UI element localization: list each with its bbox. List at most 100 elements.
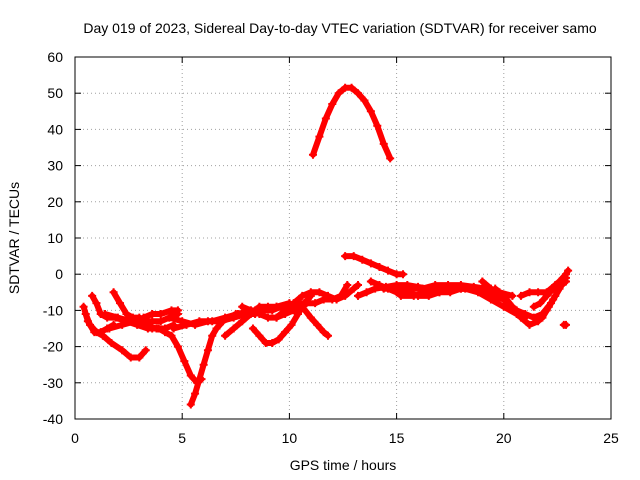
- data-point: [461, 284, 470, 293]
- x-tick-label: 10: [282, 430, 298, 446]
- x-tick-label: 15: [389, 430, 405, 446]
- data-point: [302, 299, 311, 308]
- data-point: [323, 291, 332, 300]
- data-point: [148, 310, 157, 319]
- data-point: [186, 400, 195, 409]
- y-tick-label: -30: [43, 375, 63, 391]
- data-point: [139, 313, 148, 322]
- data-point: [195, 317, 204, 326]
- data-point: [525, 320, 534, 329]
- grid-lines: [75, 57, 611, 419]
- data-point: [186, 371, 195, 380]
- data-point: [399, 270, 408, 279]
- data-point: [373, 121, 382, 130]
- data-point: [255, 331, 264, 340]
- data-point: [448, 284, 457, 293]
- data-point: [306, 313, 315, 322]
- data-point: [169, 324, 178, 333]
- data-point: [529, 302, 538, 311]
- data-point: [379, 139, 388, 148]
- data-point: [375, 262, 384, 271]
- data-point: [263, 313, 272, 322]
- data-point: [156, 310, 165, 319]
- data-point: [274, 335, 283, 344]
- y-tick-label: -10: [43, 302, 63, 318]
- data-point: [141, 346, 150, 355]
- data-point: [242, 310, 251, 319]
- data-point: [315, 288, 324, 297]
- y-tick-label: 0: [55, 266, 63, 282]
- data-point: [435, 288, 444, 297]
- data-point: [516, 291, 525, 300]
- data-point: [409, 291, 418, 300]
- data-point: [360, 96, 369, 105]
- data-point: [180, 357, 189, 366]
- data-point: [343, 281, 352, 290]
- series-trace: [310, 84, 394, 162]
- data-point: [221, 313, 230, 322]
- data-point: [379, 284, 388, 293]
- y-tick-label: -20: [43, 339, 63, 355]
- data-point: [126, 353, 135, 362]
- data-point: [116, 299, 125, 308]
- data-point: [542, 291, 551, 300]
- x-tick-label: 25: [603, 430, 619, 446]
- data-point: [334, 89, 343, 98]
- data-point: [347, 83, 356, 92]
- data-point: [354, 291, 363, 300]
- data-point: [238, 317, 247, 326]
- data-point: [551, 291, 560, 300]
- series-arc-15: [272, 281, 363, 322]
- y-tick-label: 40: [47, 121, 63, 137]
- data-point: [173, 342, 182, 351]
- data-point: [88, 291, 97, 300]
- data-point: [366, 259, 375, 268]
- x-tick-label: 5: [178, 430, 186, 446]
- data-point: [508, 291, 517, 300]
- data-point: [536, 299, 545, 308]
- data-point: [208, 317, 217, 326]
- data-point: [474, 288, 483, 297]
- data-point: [191, 389, 200, 398]
- data-point: [154, 324, 163, 333]
- data-point: [375, 281, 384, 290]
- data-point: [354, 281, 363, 290]
- data-point: [384, 266, 393, 275]
- data-point: [508, 302, 517, 311]
- data-point: [139, 320, 148, 329]
- data-point: [561, 277, 570, 286]
- data-point: [259, 306, 268, 315]
- data-point: [208, 331, 217, 340]
- data-point: [272, 313, 281, 322]
- data-point: [478, 277, 487, 286]
- data-point: [328, 100, 337, 109]
- series-arc-26: [538, 277, 570, 322]
- data-point: [107, 338, 116, 347]
- series-arc-16: [308, 83, 395, 163]
- series-layer: [79, 83, 573, 409]
- data-point: [92, 328, 101, 337]
- data-point: [212, 324, 221, 333]
- data-point: [544, 302, 553, 311]
- data-point: [358, 255, 367, 264]
- data-point: [251, 310, 260, 319]
- data-point: [203, 346, 212, 355]
- data-point: [521, 310, 530, 319]
- data-point: [341, 252, 350, 261]
- data-point: [516, 313, 525, 322]
- data-point: [499, 291, 508, 300]
- data-point: [366, 107, 375, 116]
- y-tick-label: 60: [47, 49, 63, 65]
- data-point: [557, 281, 566, 290]
- data-point: [405, 284, 414, 293]
- data-point: [354, 89, 363, 98]
- data-point: [118, 320, 127, 329]
- data-point: [392, 284, 401, 293]
- data-point: [289, 299, 298, 308]
- data-point: [165, 313, 174, 322]
- data-point: [101, 310, 110, 319]
- x-axis-label: GPS time / hours: [290, 457, 397, 473]
- data-point: [499, 302, 508, 311]
- data-point: [486, 295, 495, 304]
